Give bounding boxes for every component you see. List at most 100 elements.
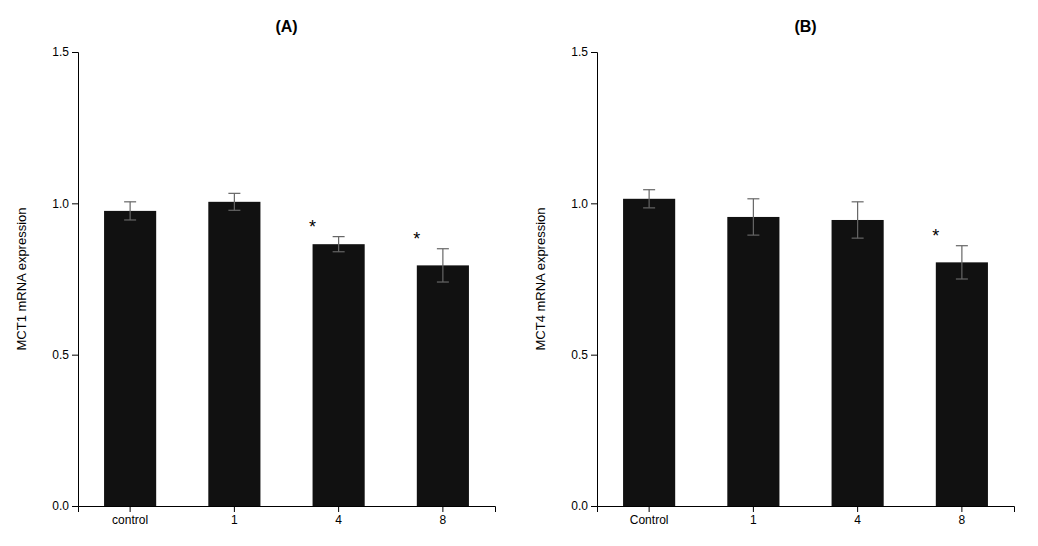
error-cap	[333, 251, 345, 252]
error-cap	[437, 281, 449, 282]
x-tick-line	[130, 506, 131, 512]
y-tick-line	[591, 52, 597, 53]
error-stem	[753, 199, 754, 235]
x-tick-line	[961, 506, 962, 512]
x-tick: control	[112, 506, 148, 527]
error-bar	[124, 202, 136, 220]
y-tick: 1.5	[571, 45, 597, 59]
error-cap	[956, 245, 968, 246]
panel: 0.0 0.5 1.0 1.5 Control 1 4 8 * (B) MCT4 mRNA expr…	[533, 18, 1015, 527]
error-bar	[333, 237, 345, 252]
bar	[832, 220, 884, 506]
bar	[208, 202, 260, 506]
marks	[623, 190, 988, 506]
x-tick-line	[338, 506, 339, 512]
significance-marker: *	[413, 229, 420, 249]
y-tick: 0.5	[571, 348, 597, 362]
x-tick: 1	[231, 506, 238, 527]
y-tick-label: 1.5	[52, 45, 69, 59]
error-stem	[442, 249, 443, 282]
annotations: *	[932, 226, 939, 246]
bar	[417, 265, 469, 506]
x-axis: control 1 4 8	[79, 506, 496, 527]
x-tick-line	[442, 506, 443, 512]
error-bar	[228, 193, 240, 210]
bar	[936, 262, 988, 506]
error-cap	[852, 201, 864, 202]
marks	[104, 193, 469, 506]
y-tick-label: 1.0	[571, 197, 588, 211]
significance-marker: *	[309, 217, 316, 237]
chart-title: (A)	[275, 18, 297, 35]
error-cap	[643, 189, 655, 190]
x-tick: 8	[440, 506, 447, 527]
y-tick: 0.5	[52, 348, 78, 362]
x-tick-label: 1	[231, 513, 238, 527]
chart-svg: 0.00.51.01.5control148**(A)MCT1 mRNA exp…	[0, 0, 1038, 546]
bar	[727, 217, 779, 506]
x-tick-label: control	[112, 513, 148, 527]
error-bar	[852, 202, 864, 238]
error-cap	[437, 248, 449, 249]
x-tick-label: Control	[630, 513, 669, 527]
x-tick-line	[234, 506, 235, 512]
y-tick: 0.0	[52, 499, 78, 513]
x-tick: 4	[854, 506, 861, 527]
error-bar	[437, 249, 449, 282]
y-tick-label: 1.0	[52, 197, 69, 211]
y-tick-line	[72, 203, 78, 204]
y-tick-line	[72, 506, 78, 507]
y-tick-line	[591, 203, 597, 204]
axis-domain	[72, 53, 79, 507]
annotations: **	[309, 217, 420, 249]
axis-domain	[598, 507, 1015, 513]
x-tick-label: 8	[959, 513, 966, 527]
y-axis: 0.0 0.5 1.0 1.5	[52, 45, 78, 513]
x-tick: 8	[959, 506, 966, 527]
error-cap	[333, 236, 345, 237]
bar	[623, 199, 675, 506]
error-cap	[228, 193, 240, 194]
error-cap	[956, 278, 968, 279]
chart-title: (B)	[794, 18, 816, 35]
axis-domain	[591, 53, 598, 507]
y-axis: 0.0 0.5 1.0 1.5	[571, 45, 597, 513]
x-tick-label: 8	[440, 513, 447, 527]
significance-marker: *	[932, 226, 939, 246]
y-tick-line	[591, 506, 597, 507]
error-stem	[857, 202, 858, 238]
error-bar	[747, 199, 759, 235]
x-tick: Control	[630, 506, 669, 527]
x-tick: 1	[750, 506, 757, 527]
error-cap	[747, 198, 759, 199]
y-tick: 0.0	[571, 499, 597, 513]
y-tick-label: 0.0	[571, 499, 588, 513]
x-tick-label: 4	[335, 513, 342, 527]
error-cap	[124, 201, 136, 202]
y-axis-title: MCT1 mRNA expression	[14, 207, 29, 350]
y-tick-line	[72, 355, 78, 356]
x-tick-line	[857, 506, 858, 512]
y-tick: 1.5	[52, 45, 78, 59]
y-tick-label: 1.5	[571, 45, 588, 59]
y-tick-line	[72, 52, 78, 53]
y-tick-label: 0.5	[571, 348, 588, 362]
error-cap	[643, 207, 655, 208]
panel: 0.00.51.01.5control148**(A)MCT1 mRNA exp…	[14, 18, 496, 527]
error-stem	[130, 202, 131, 220]
error-stem	[234, 193, 235, 210]
x-tick: 4	[335, 506, 342, 527]
bar	[104, 211, 156, 506]
y-axis-title: MCT4 mRNA expression	[533, 207, 548, 350]
x-tick-line	[649, 506, 650, 512]
y-tick-label: 0.5	[52, 348, 69, 362]
error-stem	[338, 237, 339, 252]
y-tick: 1.0	[52, 197, 78, 211]
error-cap	[124, 219, 136, 220]
error-cap	[852, 238, 864, 239]
y-tick: 1.0	[571, 197, 597, 211]
error-cap	[228, 210, 240, 211]
error-bar	[643, 190, 655, 208]
error-stem	[961, 246, 962, 279]
axis-domain	[79, 507, 496, 513]
